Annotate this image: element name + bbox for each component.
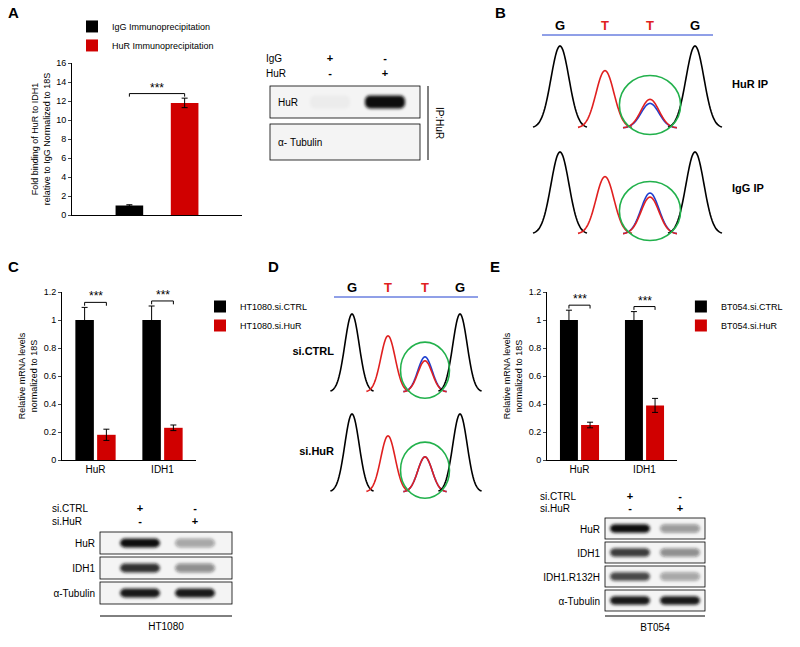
svg-text:***: *** bbox=[573, 292, 587, 306]
svg-text:si.HuR: si.HuR bbox=[299, 445, 334, 457]
svg-text:-: - bbox=[138, 515, 142, 527]
svg-text:+: + bbox=[327, 52, 333, 64]
svg-text:4: 4 bbox=[61, 172, 66, 182]
svg-text:16: 16 bbox=[56, 58, 66, 68]
svg-text:BT054.si.CTRL: BT054.si.CTRL bbox=[721, 302, 783, 312]
svg-text:HuR: HuR bbox=[569, 464, 589, 475]
svg-text:HT1080.si.HuR: HT1080.si.HuR bbox=[240, 321, 302, 331]
svg-text:IgG IP: IgG IP bbox=[732, 182, 764, 194]
svg-text:si.HuR: si.HuR bbox=[540, 503, 570, 514]
svg-text:α- Tubulin: α- Tubulin bbox=[278, 137, 322, 148]
svg-text:IDH1.R132H: IDH1.R132H bbox=[543, 572, 600, 583]
svg-text:0.6: 0.6 bbox=[529, 371, 542, 381]
svg-text:1.2: 1.2 bbox=[529, 287, 542, 297]
svg-text:IDH1: IDH1 bbox=[633, 464, 656, 475]
svg-text:E: E bbox=[490, 258, 500, 275]
svg-text:T: T bbox=[421, 280, 429, 295]
svg-text:0.4: 0.4 bbox=[529, 399, 542, 409]
svg-text:Fold binding of HuR to IDH1rel: Fold binding of HuR to IDH1relative to I… bbox=[30, 73, 52, 206]
svg-text:+: + bbox=[192, 515, 198, 527]
svg-text:+: + bbox=[382, 67, 388, 79]
svg-text:0: 0 bbox=[51, 455, 56, 465]
svg-text:+: + bbox=[677, 502, 683, 514]
svg-text:si.CTRL: si.CTRL bbox=[52, 503, 89, 514]
svg-text:α-Tubulin: α-Tubulin bbox=[53, 588, 95, 599]
svg-text:si.CTRL: si.CTRL bbox=[540, 491, 577, 502]
svg-text:8: 8 bbox=[61, 134, 66, 144]
svg-text:HuR: HuR bbox=[278, 97, 298, 108]
svg-text:T: T bbox=[601, 18, 609, 33]
svg-text:IDH1: IDH1 bbox=[72, 563, 95, 574]
svg-text:0: 0 bbox=[536, 455, 541, 465]
svg-text:α-Tubulin: α-Tubulin bbox=[558, 596, 600, 607]
svg-text:***: *** bbox=[89, 289, 103, 303]
svg-text:0: 0 bbox=[61, 210, 66, 220]
svg-text:HT1080.si.CTRL: HT1080.si.CTRL bbox=[240, 302, 307, 312]
svg-text:BT054.si.HuR: BT054.si.HuR bbox=[721, 321, 778, 331]
svg-text:A: A bbox=[8, 4, 19, 21]
svg-text:1: 1 bbox=[536, 315, 541, 325]
svg-text:HuR Immunoprecipitation: HuR Immunoprecipitation bbox=[112, 41, 214, 51]
svg-text:IgG Immunoprecipitation: IgG Immunoprecipitation bbox=[112, 22, 210, 32]
svg-text:D: D bbox=[268, 258, 279, 275]
svg-text:***: *** bbox=[638, 294, 652, 308]
svg-text:+: + bbox=[137, 502, 143, 514]
svg-text:G: G bbox=[455, 280, 465, 295]
svg-text:G: G bbox=[690, 18, 700, 33]
svg-text:10: 10 bbox=[56, 115, 66, 125]
svg-text:***: *** bbox=[150, 81, 164, 95]
svg-text:C: C bbox=[8, 258, 19, 275]
svg-text:0.6: 0.6 bbox=[44, 371, 57, 381]
svg-text:-: - bbox=[678, 490, 682, 502]
svg-text:si.CTRL: si.CTRL bbox=[292, 345, 334, 357]
svg-text:14: 14 bbox=[56, 77, 66, 87]
svg-text:+: + bbox=[627, 490, 633, 502]
svg-text:0.8: 0.8 bbox=[529, 343, 542, 353]
svg-text:BT054: BT054 bbox=[640, 622, 670, 633]
svg-text:IP:HuR: IP:HuR bbox=[434, 107, 445, 139]
svg-text:HuR: HuR bbox=[580, 524, 600, 535]
svg-text:T: T bbox=[646, 18, 654, 33]
svg-text:HuR: HuR bbox=[85, 464, 105, 475]
svg-text:-: - bbox=[383, 52, 387, 64]
svg-text:1.2: 1.2 bbox=[44, 287, 57, 297]
svg-text:si.HuR: si.HuR bbox=[52, 516, 82, 527]
svg-text:IDH1: IDH1 bbox=[577, 548, 600, 559]
svg-text:-: - bbox=[193, 502, 197, 514]
svg-text:B: B bbox=[495, 4, 506, 21]
svg-text:0.8: 0.8 bbox=[44, 343, 57, 353]
svg-text:12: 12 bbox=[56, 96, 66, 106]
svg-text:G: G bbox=[347, 280, 357, 295]
svg-text:HT1080: HT1080 bbox=[148, 621, 184, 632]
svg-text:0.4: 0.4 bbox=[44, 399, 57, 409]
svg-text:IDH1: IDH1 bbox=[151, 464, 174, 475]
svg-text:0.2: 0.2 bbox=[529, 427, 542, 437]
svg-text:HuR: HuR bbox=[266, 68, 286, 79]
svg-text:6: 6 bbox=[61, 153, 66, 163]
svg-text:HuR IP: HuR IP bbox=[732, 78, 768, 90]
svg-text:Relative mRNA levelsnormalized: Relative mRNA levelsnormalized to 18S bbox=[17, 332, 39, 419]
svg-text:2: 2 bbox=[61, 191, 66, 201]
svg-text:-: - bbox=[628, 502, 632, 514]
svg-text:IgG: IgG bbox=[266, 53, 282, 64]
svg-text:G: G bbox=[555, 18, 565, 33]
svg-text:1: 1 bbox=[51, 315, 56, 325]
svg-text:HuR: HuR bbox=[75, 538, 95, 549]
svg-text:0.2: 0.2 bbox=[44, 427, 57, 437]
svg-text:Relative mRNA levelsnormalized: Relative mRNA levelsnormalized to 18S bbox=[502, 332, 524, 419]
svg-text:***: *** bbox=[156, 288, 170, 302]
svg-text:T: T bbox=[384, 280, 392, 295]
svg-text:-: - bbox=[328, 67, 332, 79]
